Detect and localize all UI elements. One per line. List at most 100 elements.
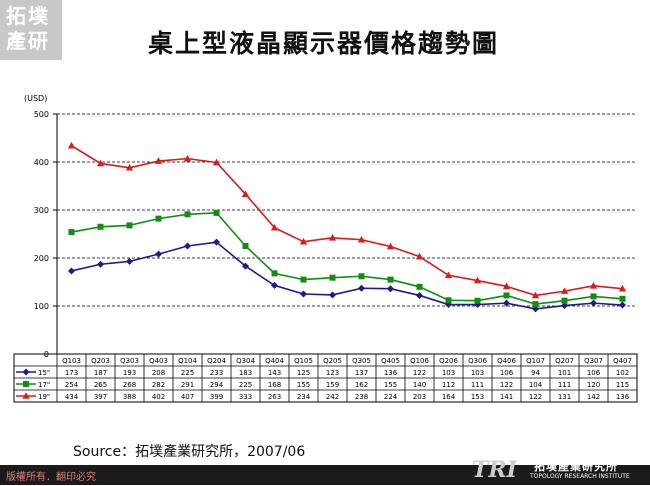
x-tick-label: Q307	[584, 357, 603, 365]
x-tick-label: Q107	[526, 357, 545, 365]
data-label: 203	[413, 393, 426, 401]
data-label: 123	[326, 369, 339, 377]
data-point	[444, 271, 453, 279]
data-label: 115	[616, 381, 629, 389]
data-point	[503, 292, 510, 299]
x-tick-label: Q207	[555, 357, 574, 365]
series-line-3	[71, 144, 623, 297]
data-label: 141	[500, 393, 513, 401]
data-point	[213, 238, 220, 246]
data-point	[357, 235, 366, 243]
data-point	[155, 250, 162, 258]
legend-label: 19"	[38, 393, 50, 401]
data-point	[299, 237, 308, 245]
data-label: 155	[384, 381, 397, 389]
data-label: 111	[558, 381, 571, 389]
data-point	[386, 242, 395, 250]
data-label: 242	[326, 393, 339, 401]
data-point	[184, 211, 191, 218]
legend-marker	[22, 368, 30, 376]
data-label: 268	[123, 381, 136, 389]
data-label: 122	[500, 381, 513, 389]
footer-bar: 版權所有．翻印必究	[0, 465, 650, 485]
page-title: 桌上型液晶顯示器價格趨勢圖	[148, 29, 500, 58]
data-label: 402	[152, 393, 165, 401]
data-label: 122	[413, 369, 426, 377]
data-label: 294	[210, 381, 224, 389]
x-tick-label: Q205	[323, 357, 342, 365]
data-label: 407	[181, 393, 194, 401]
brand-name-cn: 拓墣產業研究所	[534, 460, 618, 473]
x-tick-label: Q203	[91, 357, 110, 365]
data-point	[126, 257, 133, 265]
data-label: 155	[297, 381, 310, 389]
axes	[53, 113, 58, 355]
x-tick-label: Q206	[439, 357, 458, 365]
data-label: 159	[326, 381, 339, 389]
data-label: 94	[531, 369, 540, 377]
data-point	[68, 229, 75, 236]
data-label: 120	[587, 381, 600, 389]
x-tick-label: Q407	[613, 357, 632, 365]
data-point	[358, 284, 365, 292]
x-tick-label: Q404	[265, 357, 284, 365]
data-label: 173	[65, 369, 78, 377]
data-point	[590, 299, 597, 307]
y-tick-label: 100	[34, 302, 49, 311]
data-label: 140	[413, 381, 426, 389]
data-label: 136	[616, 393, 630, 401]
data-label: 224	[384, 393, 398, 401]
data-point	[358, 273, 365, 280]
data-point	[126, 222, 133, 229]
brand-name-en: TOPOLOGY RESEARCH INSTITUTE	[530, 473, 630, 480]
data-point	[445, 297, 452, 304]
tri-mark: TRI	[472, 457, 517, 483]
data-point	[619, 295, 626, 302]
data-point	[97, 223, 104, 230]
data-point	[125, 163, 134, 171]
y-axis-label: (USD)	[24, 94, 47, 103]
data-label: 136	[384, 369, 398, 377]
data-label: 164	[442, 393, 456, 401]
data-label: 333	[239, 393, 252, 401]
x-tick-label: Q304	[236, 357, 255, 365]
data-point	[96, 159, 105, 167]
y-tick-label: 300	[34, 206, 49, 215]
data-label: 137	[355, 369, 368, 377]
logo-text: 拓墣產研	[6, 4, 50, 53]
data-point	[561, 302, 568, 310]
data-point	[329, 274, 336, 281]
x-tick-label: Q306	[468, 357, 487, 365]
data-label: 183	[239, 369, 252, 377]
x-tick-label: Q204	[207, 357, 226, 365]
data-point	[532, 305, 539, 313]
tri-logo: 拓墣產研	[0, 0, 62, 60]
data-label: 238	[355, 393, 368, 401]
legend-marker	[23, 381, 29, 387]
data-label: 153	[471, 393, 484, 401]
data-point	[329, 291, 336, 299]
data-label: 388	[123, 393, 136, 401]
y-tick-label: 200	[34, 254, 49, 263]
data-label: 399	[210, 393, 223, 401]
data-label: 265	[94, 381, 107, 389]
data-point	[473, 276, 482, 284]
legend-label: 17"	[38, 381, 50, 389]
data-label: 103	[471, 369, 484, 377]
data-point	[502, 282, 511, 290]
data-label: 125	[297, 369, 310, 377]
x-tick-label: Q406	[497, 357, 516, 365]
legend-marker	[22, 392, 30, 399]
copyright-text: 版權所有．翻印必究	[6, 472, 96, 483]
data-point	[328, 234, 337, 241]
data-label: 162	[355, 381, 368, 389]
data-label: 102	[616, 369, 629, 377]
data-label: 397	[94, 393, 107, 401]
data-label: 282	[152, 381, 165, 389]
data-label: 434	[65, 393, 79, 401]
data-point	[271, 270, 278, 277]
series-lines	[67, 141, 627, 313]
data-point	[68, 267, 75, 275]
x-tick-label: Q103	[62, 357, 81, 365]
